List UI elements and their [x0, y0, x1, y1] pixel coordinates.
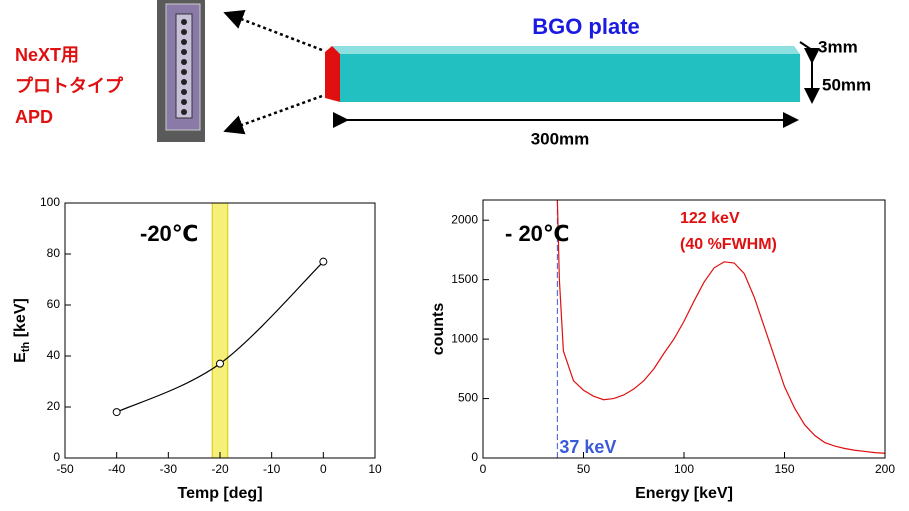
highlight-band — [211, 202, 229, 459]
apd-label: NeXT用 — [15, 45, 79, 65]
y-tick-label: 500 — [458, 391, 478, 405]
y-tick-label: 20 — [47, 399, 61, 413]
x-tick-label: 100 — [674, 462, 694, 476]
x-tick-label: 200 — [875, 462, 895, 476]
y-tick-label: 80 — [47, 246, 61, 260]
y-tick-label: 60 — [47, 297, 61, 311]
y-tick-label: 40 — [47, 348, 61, 362]
threshold-label: 37 keV — [559, 437, 616, 457]
x-tick-label: 150 — [774, 462, 794, 476]
plot-frame — [482, 199, 886, 459]
x-tick-label: 50 — [577, 462, 591, 476]
plate-title: BGO plate — [532, 14, 640, 39]
data-point — [216, 359, 224, 368]
y-axis-label: counts — [430, 303, 447, 356]
x-tick-label: -50 — [56, 462, 74, 476]
data-line — [556, 199, 886, 454]
annotation: - 20℃ — [505, 221, 570, 246]
annotation: (40 %FWHM) — [680, 236, 777, 253]
apd-face — [325, 46, 340, 102]
arrow — [223, 10, 323, 52]
dimension: 300mm — [531, 129, 590, 148]
plot-frame — [64, 202, 376, 459]
diagram: NeXT用 プロトタイプ APD BGO plate 3mm 50mm 300m… — [15, 0, 871, 148]
apd-label: APD — [15, 107, 53, 127]
y-tick-label: 1500 — [451, 272, 478, 286]
plate-top — [332, 46, 800, 54]
y-axis-label: Eth [keV] — [12, 298, 32, 363]
y-axis-label-part: th — [20, 341, 32, 352]
y-tick-label: 2000 — [451, 212, 478, 226]
x-tick-label: -20 — [211, 462, 229, 476]
y-tick-label: 0 — [471, 450, 478, 464]
x-tick-label: 0 — [480, 462, 487, 476]
x-tick-label: 0 — [320, 462, 327, 476]
y-tick-label: 0 — [53, 450, 60, 464]
annotation: 122 keV — [680, 210, 740, 227]
dimension: 3mm — [818, 37, 858, 56]
y-tick-label: 1000 — [451, 331, 478, 345]
y-axis-label-part: E — [12, 352, 29, 363]
y-tick-label: 100 — [40, 195, 60, 209]
y-axis-label-part: counts — [430, 303, 447, 356]
data-point — [112, 408, 121, 417]
x-tick-label: -30 — [160, 462, 178, 476]
dimension: 50mm — [822, 75, 871, 94]
x-tick-label: 10 — [368, 462, 382, 476]
annotation: -20℃ — [140, 221, 198, 246]
plate — [340, 54, 800, 102]
x-axis-label: Temp [deg] — [177, 485, 262, 502]
apd-label: プロトタイプ — [15, 75, 124, 96]
x-tick-label: -40 — [108, 462, 126, 476]
x-axis-label: Energy [keV] — [635, 485, 733, 502]
arrow — [223, 94, 323, 135]
y-axis-label-part: [keV] — [12, 298, 29, 342]
apd-chip — [157, 0, 205, 142]
data-point — [319, 257, 328, 266]
plot-area — [483, 200, 885, 458]
x-tick-label: -10 — [263, 462, 281, 476]
